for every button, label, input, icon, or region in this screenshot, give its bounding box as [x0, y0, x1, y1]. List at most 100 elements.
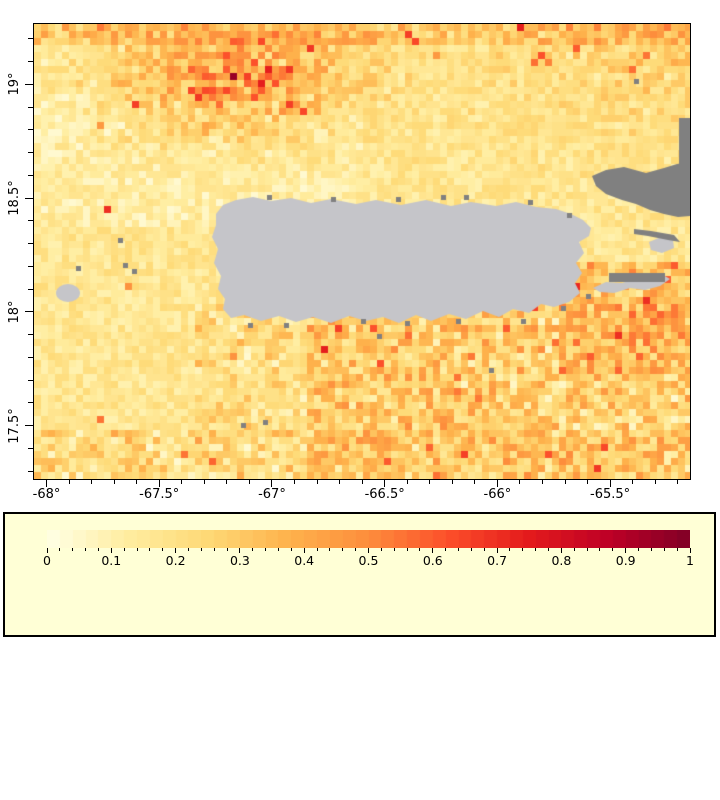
colorbar-minor-tick	[509, 548, 511, 551]
colorbar-major-tick	[303, 548, 305, 553]
colorbar-tick-label: 0.1	[101, 553, 122, 568]
colorbar-minor-tick	[406, 548, 408, 551]
colorbar-minor-tick	[599, 548, 601, 551]
colorbar-minor-tick	[638, 548, 640, 551]
x-axis-tick-label: -65.5°	[590, 487, 631, 502]
x-axis-minor-tick	[677, 479, 679, 484]
colorbar-tick-label: 0	[43, 553, 51, 568]
y-axis-minor-tick	[28, 243, 33, 245]
colorbar-minor-tick	[85, 548, 87, 551]
x-axis-tick-label: -68°	[32, 487, 61, 502]
y-axis-minor-tick	[28, 129, 33, 131]
colorbar-minor-tick	[252, 548, 254, 551]
colorbar-minor-tick	[342, 548, 344, 551]
x-axis-minor-tick	[91, 479, 93, 484]
map-plot-frame	[33, 23, 691, 480]
x-axis-major-tick	[158, 479, 160, 487]
x-axis-major-tick	[609, 479, 611, 487]
x-axis-tick-label: -66°	[483, 487, 512, 502]
y-axis-tick-label: 18°	[7, 300, 22, 324]
x-axis-tick-label: -67°	[258, 487, 286, 502]
x-axis-minor-tick	[136, 479, 138, 484]
colorbar-major-tick	[689, 548, 691, 553]
aod-heatmap-canvas	[34, 24, 690, 479]
colorbar-minor-tick	[329, 548, 331, 551]
colorbar-major-tick	[560, 548, 562, 553]
y-axis-minor-tick	[28, 470, 33, 472]
colorbar-major-tick	[368, 548, 369, 553]
x-axis-minor-tick	[203, 479, 205, 484]
x-axis-minor-tick	[474, 479, 476, 484]
y-axis-minor-tick	[28, 402, 33, 404]
x-axis-minor-tick	[406, 479, 408, 484]
x-axis-minor-tick	[339, 479, 341, 484]
y-axis-minor-tick	[28, 334, 33, 336]
colorbar-minor-tick	[612, 548, 614, 551]
colorbar-minor-tick	[200, 548, 202, 551]
x-axis-major-tick	[46, 479, 48, 487]
x-axis-major-tick	[271, 479, 273, 487]
colorbar-minor-tick	[277, 548, 279, 551]
colorbar-tick-label: 0.9	[615, 553, 636, 568]
x-axis-minor-tick	[248, 479, 250, 484]
colorbar-minor-tick	[316, 548, 318, 551]
colorbar-minor-tick	[676, 548, 678, 551]
colorbar-minor-tick	[355, 548, 357, 551]
x-axis-minor-tick	[541, 479, 543, 484]
colorbar-minor-tick	[419, 548, 421, 551]
y-axis-major-tick	[25, 311, 33, 313]
colorbar-minor-tick	[123, 548, 125, 551]
colorbar-minor-tick	[162, 548, 164, 551]
colorbar-tick-label: 0.5	[358, 553, 379, 568]
colorbar-tick-label: 0.4	[294, 553, 315, 568]
x-axis-minor-tick	[181, 479, 183, 484]
y-axis-minor-tick	[28, 152, 33, 154]
x-axis-tick-label: -66.5°	[364, 487, 405, 502]
colorbar-tick-label: 0.7	[487, 553, 508, 568]
colorbar-minor-tick	[393, 548, 395, 551]
x-axis-minor-tick	[654, 479, 656, 484]
colorbar-minor-tick	[97, 548, 99, 551]
x-axis-tick-label: -67.5°	[139, 487, 180, 502]
colorbar-minor-tick	[380, 548, 382, 551]
colorbar-major-tick	[496, 548, 498, 553]
y-axis-minor-tick	[28, 61, 33, 63]
y-axis-minor-tick	[28, 447, 33, 449]
x-axis-minor-tick	[632, 479, 634, 484]
y-axis-tick-label: 18.5°	[7, 180, 22, 216]
colorbar-minor-tick	[149, 548, 151, 551]
y-axis-minor-tick	[28, 220, 33, 222]
colorbar-minor-tick	[136, 548, 138, 551]
colorbar-minor-tick	[548, 548, 550, 551]
colorbar-minor-tick	[663, 548, 665, 551]
colorbar-minor-tick	[265, 548, 267, 551]
colorbar-major-tick	[625, 548, 627, 553]
colorbar-minor-tick	[59, 548, 61, 551]
colorbar-minor-tick	[187, 548, 189, 551]
colorbar-minor-tick	[535, 548, 537, 551]
x-axis-minor-tick	[519, 479, 521, 484]
y-axis-minor-tick	[28, 356, 33, 358]
x-axis-minor-tick	[293, 479, 295, 484]
colorbar-gradient-canvas	[47, 530, 690, 548]
x-axis-major-tick	[384, 479, 386, 487]
colorbar-minor-tick	[586, 548, 588, 551]
colorbar-minor-tick	[522, 548, 524, 551]
colorbar-tick-label: 0.8	[551, 553, 572, 568]
colorbar-tick-label: 0.2	[165, 553, 186, 568]
y-axis-minor-tick	[28, 38, 33, 40]
x-axis-minor-tick	[68, 479, 70, 484]
x-axis-minor-tick	[361, 479, 363, 484]
y-axis-minor-tick	[28, 379, 33, 381]
y-axis-minor-tick	[28, 174, 33, 176]
colorbar-minor-tick	[445, 548, 447, 551]
y-axis-minor-tick	[28, 265, 33, 267]
x-axis-minor-tick	[564, 479, 566, 484]
x-axis-minor-tick	[429, 479, 431, 484]
x-axis-minor-tick	[587, 479, 589, 484]
y-axis-tick-label: 17.5°	[7, 407, 22, 444]
y-axis-major-tick	[25, 197, 33, 199]
colorbar-major-tick	[110, 548, 112, 553]
colorbar-major-tick	[239, 548, 241, 553]
